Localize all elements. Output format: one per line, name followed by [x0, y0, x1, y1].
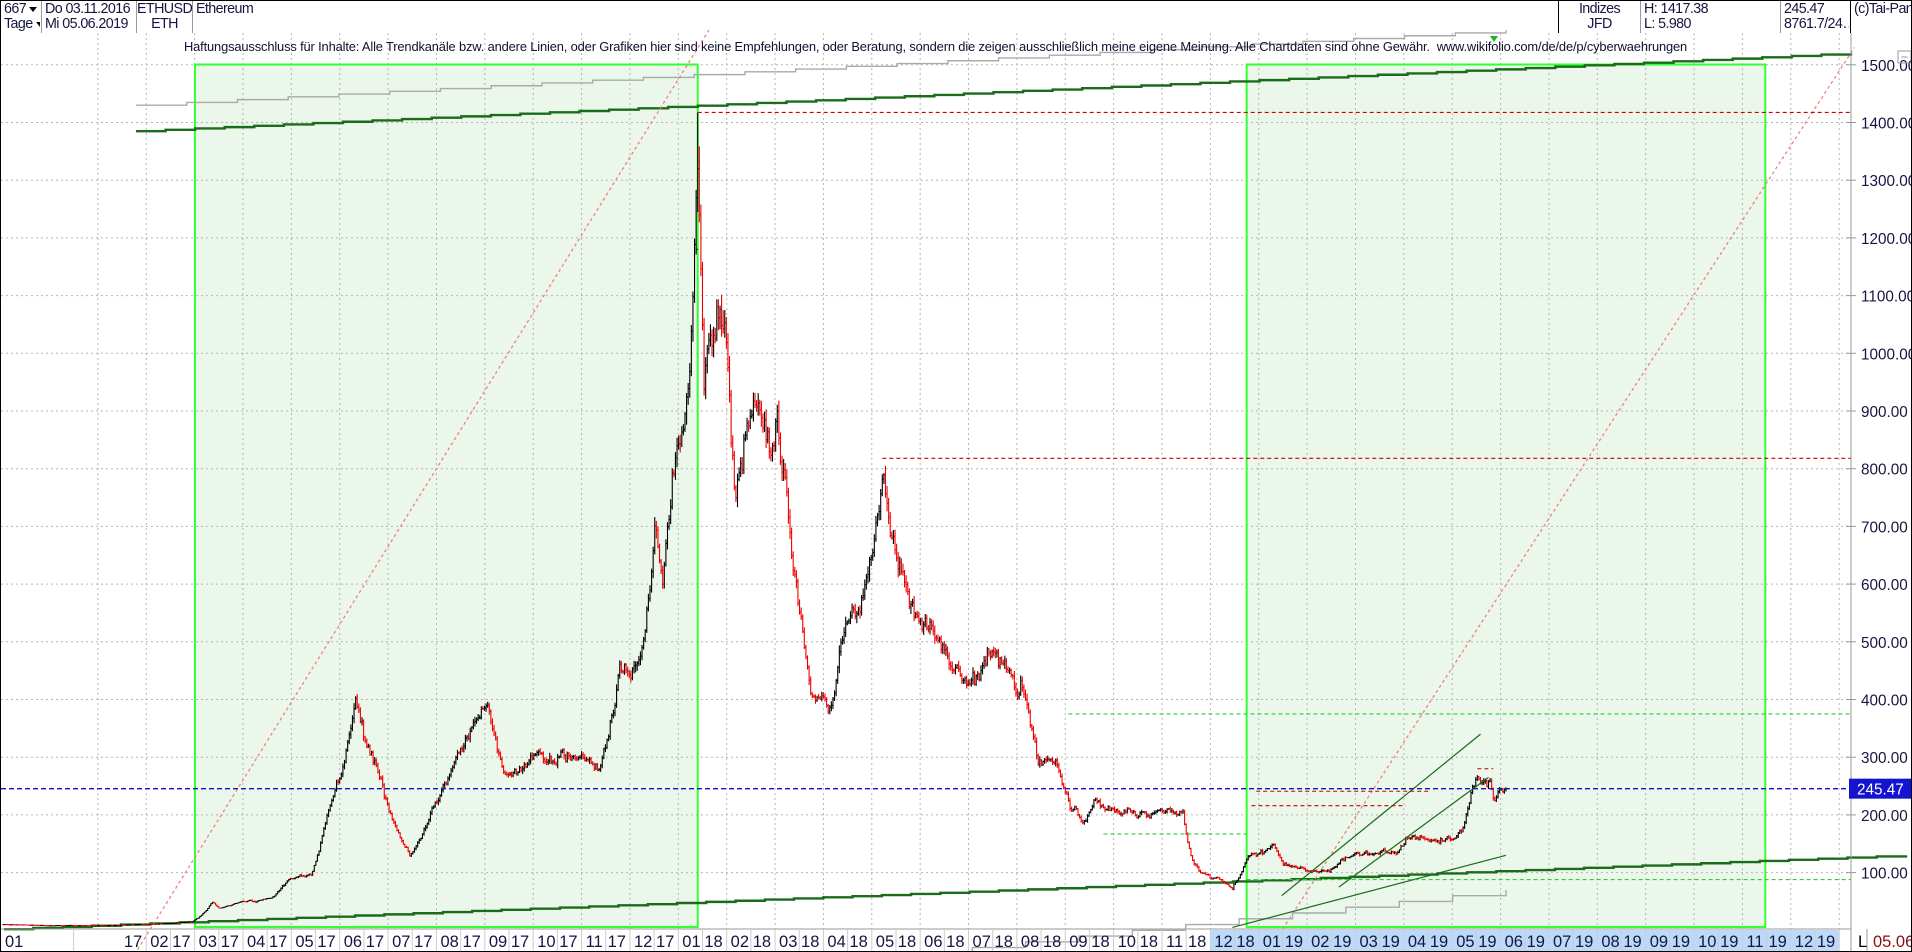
svg-text:18: 18	[753, 933, 771, 951]
svg-text:18: 18	[1091, 933, 1109, 951]
svg-text:1400.00: 1400.00	[1861, 116, 1912, 133]
svg-text:07: 07	[973, 933, 991, 951]
svg-text:800.00: 800.00	[1861, 462, 1908, 479]
svg-text:17: 17	[221, 933, 239, 951]
svg-text:07: 07	[1553, 933, 1571, 951]
svg-text:L: L	[1858, 933, 1867, 951]
svg-text:12: 12	[1795, 933, 1813, 951]
svg-text:08: 08	[440, 933, 458, 951]
svg-text:05: 05	[1456, 933, 1474, 951]
svg-text:19: 19	[1527, 933, 1545, 951]
svg-text:1200.00: 1200.00	[1861, 231, 1912, 248]
svg-text:19: 19	[1478, 933, 1496, 951]
svg-text:03: 03	[1359, 933, 1377, 951]
svg-text:19: 19	[1817, 933, 1835, 951]
svg-text:04: 04	[1408, 933, 1426, 951]
svg-text:06: 06	[1505, 933, 1523, 951]
svg-text:18: 18	[1236, 933, 1254, 951]
svg-text:05.06.19: 05.06.19	[1873, 933, 1912, 951]
svg-text:18: 18	[1043, 933, 1061, 951]
svg-text:12: 12	[1214, 933, 1232, 951]
svg-text:18: 18	[1140, 933, 1158, 951]
svg-text:100.00: 100.00	[1861, 866, 1908, 883]
svg-text:19: 19	[1381, 933, 1399, 951]
svg-text:05: 05	[295, 933, 313, 951]
svg-text:06: 06	[344, 933, 362, 951]
svg-text:500.00: 500.00	[1861, 635, 1908, 652]
svg-text:05: 05	[876, 933, 894, 951]
svg-text:01: 01	[1263, 933, 1281, 951]
svg-text:09: 09	[489, 933, 507, 951]
svg-text:245.47: 245.47	[1857, 782, 1904, 799]
svg-text:10: 10	[1118, 933, 1136, 951]
svg-text:11: 11	[1166, 933, 1183, 951]
svg-text:17: 17	[462, 933, 480, 951]
svg-text:12: 12	[634, 933, 652, 951]
svg-text:300.00: 300.00	[1861, 750, 1908, 767]
svg-text:09: 09	[1069, 933, 1087, 951]
svg-text:1500.00: 1500.00	[1861, 58, 1912, 75]
svg-text:1300.00: 1300.00	[1861, 173, 1912, 190]
svg-text:04: 04	[827, 933, 845, 951]
svg-text:06: 06	[924, 933, 942, 951]
svg-text:400.00: 400.00	[1861, 693, 1908, 710]
svg-text:11: 11	[1746, 933, 1763, 951]
svg-text:18: 18	[946, 933, 964, 951]
svg-text:17: 17	[172, 933, 190, 951]
svg-text:04: 04	[247, 933, 265, 951]
svg-text:19: 19	[1672, 933, 1690, 951]
svg-text:700.00: 700.00	[1861, 519, 1908, 536]
svg-text:03: 03	[199, 933, 217, 951]
svg-text:19: 19	[1768, 933, 1786, 951]
svg-text:17: 17	[366, 933, 384, 951]
svg-text:19: 19	[1333, 933, 1351, 951]
svg-text:02: 02	[731, 933, 749, 951]
svg-text:17: 17	[656, 933, 674, 951]
svg-text:18: 18	[995, 933, 1013, 951]
svg-text:18: 18	[1188, 933, 1206, 951]
svg-text:11: 11	[586, 933, 603, 951]
svg-text:02: 02	[150, 933, 168, 951]
svg-text:17: 17	[269, 933, 287, 951]
svg-text:19: 19	[1575, 933, 1593, 951]
svg-text:19: 19	[1623, 933, 1641, 951]
svg-text:01: 01	[682, 933, 700, 951]
svg-text:18: 18	[801, 933, 819, 951]
svg-text:18: 18	[704, 933, 722, 951]
svg-text:1100.00: 1100.00	[1861, 289, 1912, 306]
svg-text:17: 17	[317, 933, 335, 951]
svg-text:01: 01	[5, 933, 23, 951]
svg-text:10: 10	[1698, 933, 1716, 951]
svg-text:17: 17	[608, 933, 626, 951]
svg-text:08: 08	[1021, 933, 1039, 951]
svg-text:17: 17	[124, 933, 142, 951]
svg-text:17: 17	[511, 933, 529, 951]
svg-text:19: 19	[1430, 933, 1448, 951]
svg-text:19: 19	[1285, 933, 1303, 951]
svg-text:10: 10	[537, 933, 555, 951]
svg-text:02: 02	[1311, 933, 1329, 951]
svg-text:17: 17	[414, 933, 432, 951]
svg-text:18: 18	[898, 933, 916, 951]
svg-text:03: 03	[779, 933, 797, 951]
svg-text:08: 08	[1601, 933, 1619, 951]
svg-text:17: 17	[559, 933, 577, 951]
svg-text:09: 09	[1650, 933, 1668, 951]
svg-text:07: 07	[392, 933, 410, 951]
svg-text:1000.00: 1000.00	[1861, 346, 1912, 363]
svg-text:900.00: 900.00	[1861, 404, 1908, 421]
svg-text:18: 18	[849, 933, 867, 951]
svg-text:600.00: 600.00	[1861, 577, 1908, 594]
svg-text:200.00: 200.00	[1861, 808, 1908, 825]
svg-text:19: 19	[1720, 933, 1738, 951]
